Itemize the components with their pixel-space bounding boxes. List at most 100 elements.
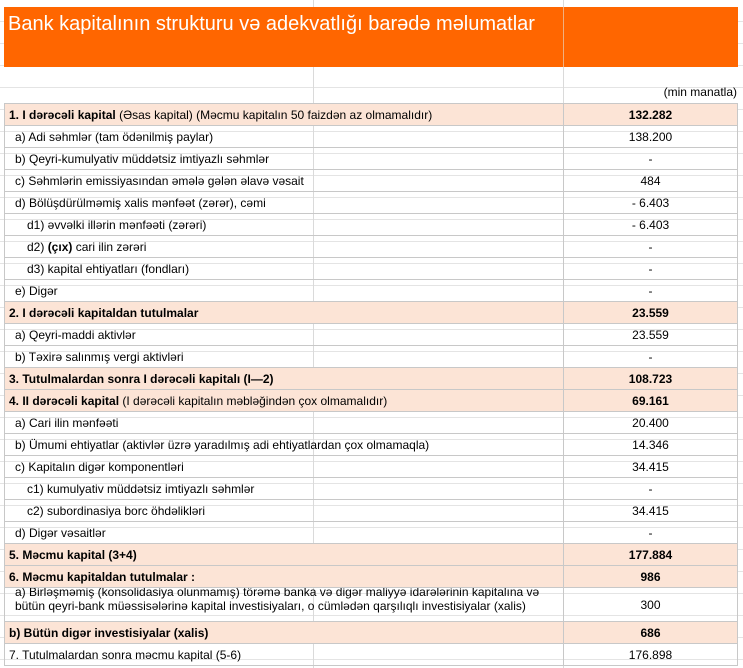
label-text: a) Qeyri-maddi aktivlər [15, 327, 136, 342]
row-label: a) Birləşməmiş (konsolidasiya olunmamış)… [4, 587, 564, 622]
row-label: b) Ümumi ehtiyatlar (aktivlər üzrə yarad… [4, 433, 564, 456]
unit-label: (min manatla) [663, 85, 737, 99]
row-value: 686 [563, 621, 738, 644]
row-label: d) Bölüşdürülməmiş xalis mənfəət (zərər)… [4, 191, 564, 214]
table-row[interactable]: 1. I dərəcəli kapital (Əsas kapital) (Mə… [4, 103, 738, 126]
row-value: 132.282 [563, 103, 738, 126]
row-value: 108.723 [563, 367, 738, 390]
table-row[interactable]: 6. Məcmu kapitaldan tutulmalar : 986 [4, 565, 738, 588]
table-row[interactable]: b) Təxirə salınmış vergi aktivləri - [4, 345, 738, 368]
label-text: 2. I dərəcəli kapitaldan tutulmalar [9, 305, 199, 320]
table-row[interactable]: a) Adi səhmlər (tam ödənilmiş paylar) 138… [4, 125, 738, 148]
row-value: 34.415 [563, 499, 738, 522]
table-row[interactable]: d) Bölüşdürülməmiş xalis mənfəət (zərər)… [4, 191, 738, 214]
capital-table: 1. I dərəcəli kapital (Əsas kapital) (Mə… [4, 103, 738, 666]
label-text: e) Digər [15, 283, 58, 298]
row-value: 986 [563, 565, 738, 588]
table-row[interactable]: b) Qeyri-kumulyativ müddətsiz imtiyazlı … [4, 147, 738, 170]
table-row[interactable]: b) Ümumi ehtiyatlar (aktivlər üzrə yarad… [4, 433, 738, 456]
table-row[interactable]: 2. I dərəcəli kapitaldan tutulmalar 23.55… [4, 301, 738, 324]
table-row[interactable]: d) Digər vəsaitlər - [4, 521, 738, 544]
label-text: 5. Məcmu kapital (3+4) [9, 547, 137, 562]
row-label: d2) (çıx) cari ilin zərəri [4, 235, 564, 258]
row-value: 176.898 [563, 643, 738, 666]
label-rest: (Əsas kapital) (Məcmu kapitalın 50 faizd… [115, 107, 433, 122]
row-value: - 6.403 [563, 191, 738, 214]
table-row[interactable]: b) Bütün digər investisiyalar (xalis) 686 [4, 621, 738, 644]
row-label: c) Kapitalın digər komponentləri [4, 455, 564, 478]
row-value: 20.400 [563, 411, 738, 434]
label-text: 6. Məcmu kapitaldan tutulmalar : [9, 569, 196, 584]
row-value: - [563, 257, 738, 280]
row-value: 138.200 [563, 125, 738, 148]
row-label: c2) subordinasiya borc öhdəlikləri [4, 499, 564, 522]
row-label: c1) kumulyativ müddətsiz imtiyazlı səhml… [4, 477, 564, 500]
page-title: Bank kapitalının strukturu və adekvatlığ… [8, 13, 535, 35]
row-value: - [563, 279, 738, 302]
table-row[interactable]: 3. Tutulmalardan sonra I dərəcəli kapita… [4, 367, 738, 390]
table-row[interactable]: 7. Tutulmalardan sonra məcmu kapital (5-… [4, 643, 738, 666]
row-label: d3) kapital ehtiyatları (fondları) [4, 257, 564, 280]
row-label: 4. II dərəcəli kapital (I dərəcəli kapit… [4, 389, 564, 412]
table-row[interactable]: c) Kapitalın digər komponentləri 34.415 [4, 455, 738, 478]
row-value: 300 [563, 587, 738, 622]
label-text: b) Qeyri-kumulyativ müddətsiz imtiyazlı … [15, 151, 270, 166]
label-text: c2) subordinasiya borc öhdəlikləri [27, 503, 206, 518]
label-bold: (çıx) [47, 239, 73, 254]
label-text: b) Ümumi ehtiyatlar (aktivlər üzrə yarad… [15, 437, 430, 452]
label-text: d) Bölüşdürülməmiş xalis mənfəət (zərər)… [15, 195, 266, 210]
row-label: 7. Tutulmalardan sonra məcmu kapital (5-… [4, 643, 564, 666]
table-row[interactable]: 4. II dərəcəli kapital (I dərəcəli kapit… [4, 389, 738, 412]
label-text: b) Təxirə salınmış vergi aktivləri [15, 349, 184, 364]
label-text: 3. Tutulmalardan sonra I dərəcəli kapita… [9, 371, 274, 386]
label-text: d3) kapital ehtiyatları (fondları) [27, 261, 190, 276]
table-row[interactable]: a) Cari ilin mənfəəti 20.400 [4, 411, 738, 434]
row-label: 3. Tutulmalardan sonra I dərəcəli kapita… [4, 367, 564, 390]
row-label: a) Adi səhmlər (tam ödənilmiş paylar) [4, 125, 564, 148]
row-value: 484 [563, 169, 738, 192]
table-row[interactable]: c2) subordinasiya borc öhdəlikləri 34.415 [4, 499, 738, 522]
label-pre: d2) [27, 239, 48, 254]
table-row[interactable]: c1) kumulyativ müddətsiz imtiyazlı səhml… [4, 477, 738, 500]
row-label: d1) əvvəlki illərin mənfəəti (zərəri) [4, 213, 564, 236]
label-bold: 4. II dərəcəli kapital [9, 393, 120, 408]
row-value: - [563, 345, 738, 368]
table-row[interactable]: 5. Məcmu kapital (3+4) 177.884 [4, 543, 738, 566]
row-label: a) Qeyri-maddi aktivlər [4, 323, 564, 346]
table-row[interactable]: a) Qeyri-maddi aktivlər 23.559 [4, 323, 738, 346]
row-label: 2. I dərəcəli kapitaldan tutulmalar [4, 301, 564, 324]
label-text: c) Səhmlərin emissiyasından əmələ gələn … [15, 173, 304, 188]
row-value: - 6.403 [563, 213, 738, 236]
row-label: 6. Məcmu kapitaldan tutulmalar : [4, 565, 564, 588]
row-label: b) Bütün digər investisiyalar (xalis) [4, 621, 564, 644]
row-value: 14.346 [563, 433, 738, 456]
row-label: b) Təxirə salınmış vergi aktivləri [4, 345, 564, 368]
table-row[interactable]: e) Digər - [4, 279, 738, 302]
row-label: 1. I dərəcəli kapital (Əsas kapital) (Mə… [4, 103, 564, 126]
table-row[interactable]: d2) (çıx) cari ilin zərəri - [4, 235, 738, 258]
label-text: 7. Tutulmalardan sonra məcmu kapital (5-… [9, 647, 242, 662]
row-value: - [563, 235, 738, 258]
row-label: e) Digər [4, 279, 564, 302]
label-bold: 1. I dərəcəli kapital [9, 107, 116, 122]
row-value: 34.415 [563, 455, 738, 478]
row-value: 23.559 [563, 323, 738, 346]
row-label: b) Qeyri-kumulyativ müddətsiz imtiyazlı … [4, 147, 564, 170]
row-value: 177.884 [563, 543, 738, 566]
label-rest: (I dərəcəli kapitalın məbləğindən çox ol… [119, 393, 388, 408]
label-text: d) Digər vəsaitlər [15, 525, 106, 540]
row-label: a) Cari ilin mənfəəti [4, 411, 564, 434]
table-row[interactable]: d3) kapital ehtiyatları (fondları) - [4, 257, 738, 280]
table-row[interactable]: c) Səhmlərin emissiyasından əmələ gələn … [4, 169, 738, 192]
label-text: b) Bütün digər investisiyalar (xalis) [9, 625, 209, 640]
label-text: c) Kapitalın digər komponentləri [15, 459, 184, 474]
table-row[interactable]: d1) əvvəlki illərin mənfəəti (zərəri) - 6… [4, 213, 738, 236]
row-label: 5. Məcmu kapital (3+4) [4, 543, 564, 566]
label-text: d1) əvvəlki illərin mənfəəti (zərəri) [27, 217, 207, 232]
row-value: - [563, 147, 738, 170]
label-text: c1) kumulyativ müddətsiz imtiyazlı səhml… [27, 481, 255, 496]
table-row[interactable]: a) Birləşməmiş (konsolidasiya olunmamış)… [4, 587, 738, 622]
label-text: a) Birləşməmiş (konsolidasiya olunmamış)… [15, 587, 540, 613]
row-value: 23.559 [563, 301, 738, 324]
row-label: d) Digər vəsaitlər [4, 521, 564, 544]
